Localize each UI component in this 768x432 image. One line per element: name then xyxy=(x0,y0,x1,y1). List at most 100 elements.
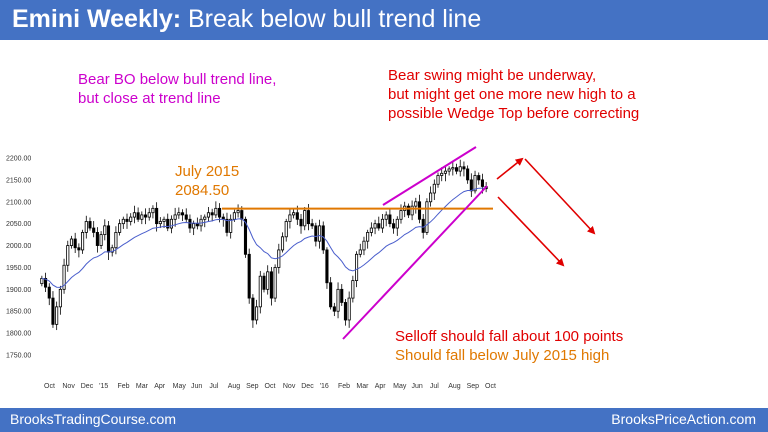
bear-candle xyxy=(218,207,222,218)
bear-candle xyxy=(136,212,140,220)
bear-candle xyxy=(243,218,248,255)
bear-candle xyxy=(247,253,251,299)
x-tick-label: Dec xyxy=(81,383,94,390)
bear-candle xyxy=(166,218,170,229)
footer-left-link[interactable]: BrooksTradingCourse.com xyxy=(10,411,176,427)
bear-candle xyxy=(88,221,92,229)
bull-candle xyxy=(440,172,444,176)
x-tick-label: Mar xyxy=(356,383,369,390)
bull-candle xyxy=(214,207,218,216)
bear-candle xyxy=(314,225,318,242)
y-tick-label: 2100.00 xyxy=(6,199,31,206)
bull-candle xyxy=(229,218,233,233)
bear-swing-line-2: but might get one more new high to a xyxy=(388,86,636,103)
bear-candle xyxy=(454,167,459,172)
bull-candle xyxy=(110,247,114,253)
bear-candle xyxy=(466,168,470,181)
bull-candle xyxy=(103,225,107,236)
y-tick-label: 1750.00 xyxy=(6,353,31,360)
bull-candle xyxy=(443,170,447,174)
x-tick-label: Jun xyxy=(412,383,423,390)
bear-candle xyxy=(251,297,255,321)
bull-candle xyxy=(284,221,288,238)
bull-candle xyxy=(458,166,462,172)
x-tick-label: May xyxy=(393,383,407,390)
bull-candle xyxy=(118,223,122,233)
footer-right-link[interactable]: BrooksPriceAction.com xyxy=(611,411,756,427)
bull-candle xyxy=(81,232,85,251)
bear-candle xyxy=(125,218,129,222)
bear-candle xyxy=(155,207,159,225)
bull-candle xyxy=(429,192,433,203)
bear-candle xyxy=(388,214,392,225)
bull-candle xyxy=(140,214,144,220)
x-tick-label: Aug xyxy=(228,383,241,390)
bull-candle xyxy=(121,218,125,225)
july-2015-annotation: July 2015 2084.50 xyxy=(175,162,239,200)
bear-candle xyxy=(299,218,303,227)
bull-candle xyxy=(395,218,399,229)
bear-candle xyxy=(188,218,192,229)
bull-candle xyxy=(147,212,151,218)
bull-candle xyxy=(203,216,207,220)
bear-candle xyxy=(47,286,51,299)
bear-bo-annotation: Bear BO below bull trend line, but close… xyxy=(78,70,276,108)
bull-candle xyxy=(303,210,307,227)
arrow-up-new-high xyxy=(496,157,524,180)
x-tick-label: Nov xyxy=(62,383,75,390)
bull-candle xyxy=(369,227,373,233)
bear-candle xyxy=(92,227,96,233)
bull-candle xyxy=(273,267,277,299)
y-tick-label: 1950.00 xyxy=(6,265,31,272)
title-bold: Emini Weekly: xyxy=(12,5,182,33)
bull-candle xyxy=(129,216,133,222)
x-tick-label: Mar xyxy=(136,383,149,390)
bull-candle xyxy=(177,212,181,216)
x-tick-label: Jun xyxy=(191,383,202,390)
title-rest: Break below bull trend line xyxy=(188,5,482,33)
bear-candle xyxy=(306,210,310,225)
bull-candle xyxy=(66,245,70,266)
bull-candle xyxy=(114,232,118,249)
bear-candle xyxy=(180,212,185,216)
x-tick-label: Feb xyxy=(338,383,350,390)
bear-candle xyxy=(325,249,329,284)
bear-candle xyxy=(421,218,425,233)
bull-candle xyxy=(373,223,377,229)
bull-candle xyxy=(399,210,403,220)
x-tick-label: Jul xyxy=(209,383,218,390)
bull-candle xyxy=(58,288,62,308)
y-tick-label: 2050.00 xyxy=(6,221,31,228)
bear-candle xyxy=(143,214,148,218)
bull-candle xyxy=(451,167,455,170)
x-tick-label: Feb xyxy=(118,383,130,390)
bull-candle xyxy=(206,212,211,218)
bear-candle xyxy=(77,247,81,251)
x-tick-label: Nov xyxy=(283,383,296,390)
x-tick-label: Apr xyxy=(154,383,166,390)
bull-candle xyxy=(158,221,162,225)
below-july-annotation: Should fall below July 2015 high xyxy=(395,347,610,364)
bear-candle xyxy=(462,166,466,170)
x-tick-label: '15 xyxy=(99,383,108,390)
x-tick-label: Sep xyxy=(467,383,480,390)
bear-candle xyxy=(480,179,484,187)
x-tick-label: Jul xyxy=(430,383,439,390)
arrow-down-correction xyxy=(524,158,596,235)
bull-candle xyxy=(355,253,359,281)
y-tick-label: 1850.00 xyxy=(6,309,31,316)
x-tick-label: '16 xyxy=(320,383,329,390)
y-tick-label: 2000.00 xyxy=(6,243,31,250)
bear-candle xyxy=(295,212,299,220)
bull-candle xyxy=(317,225,322,242)
bull-candle xyxy=(336,288,340,312)
bear-candle xyxy=(377,223,381,229)
x-tick-label: Oct xyxy=(44,383,55,390)
bull-candle xyxy=(447,168,451,172)
bull-candle xyxy=(380,218,385,229)
bear-candle xyxy=(310,223,314,227)
bull-candle xyxy=(277,249,281,268)
bull-candle xyxy=(366,232,370,242)
title-bar: Emini Weekly: Break below bull trend lin… xyxy=(0,0,768,40)
